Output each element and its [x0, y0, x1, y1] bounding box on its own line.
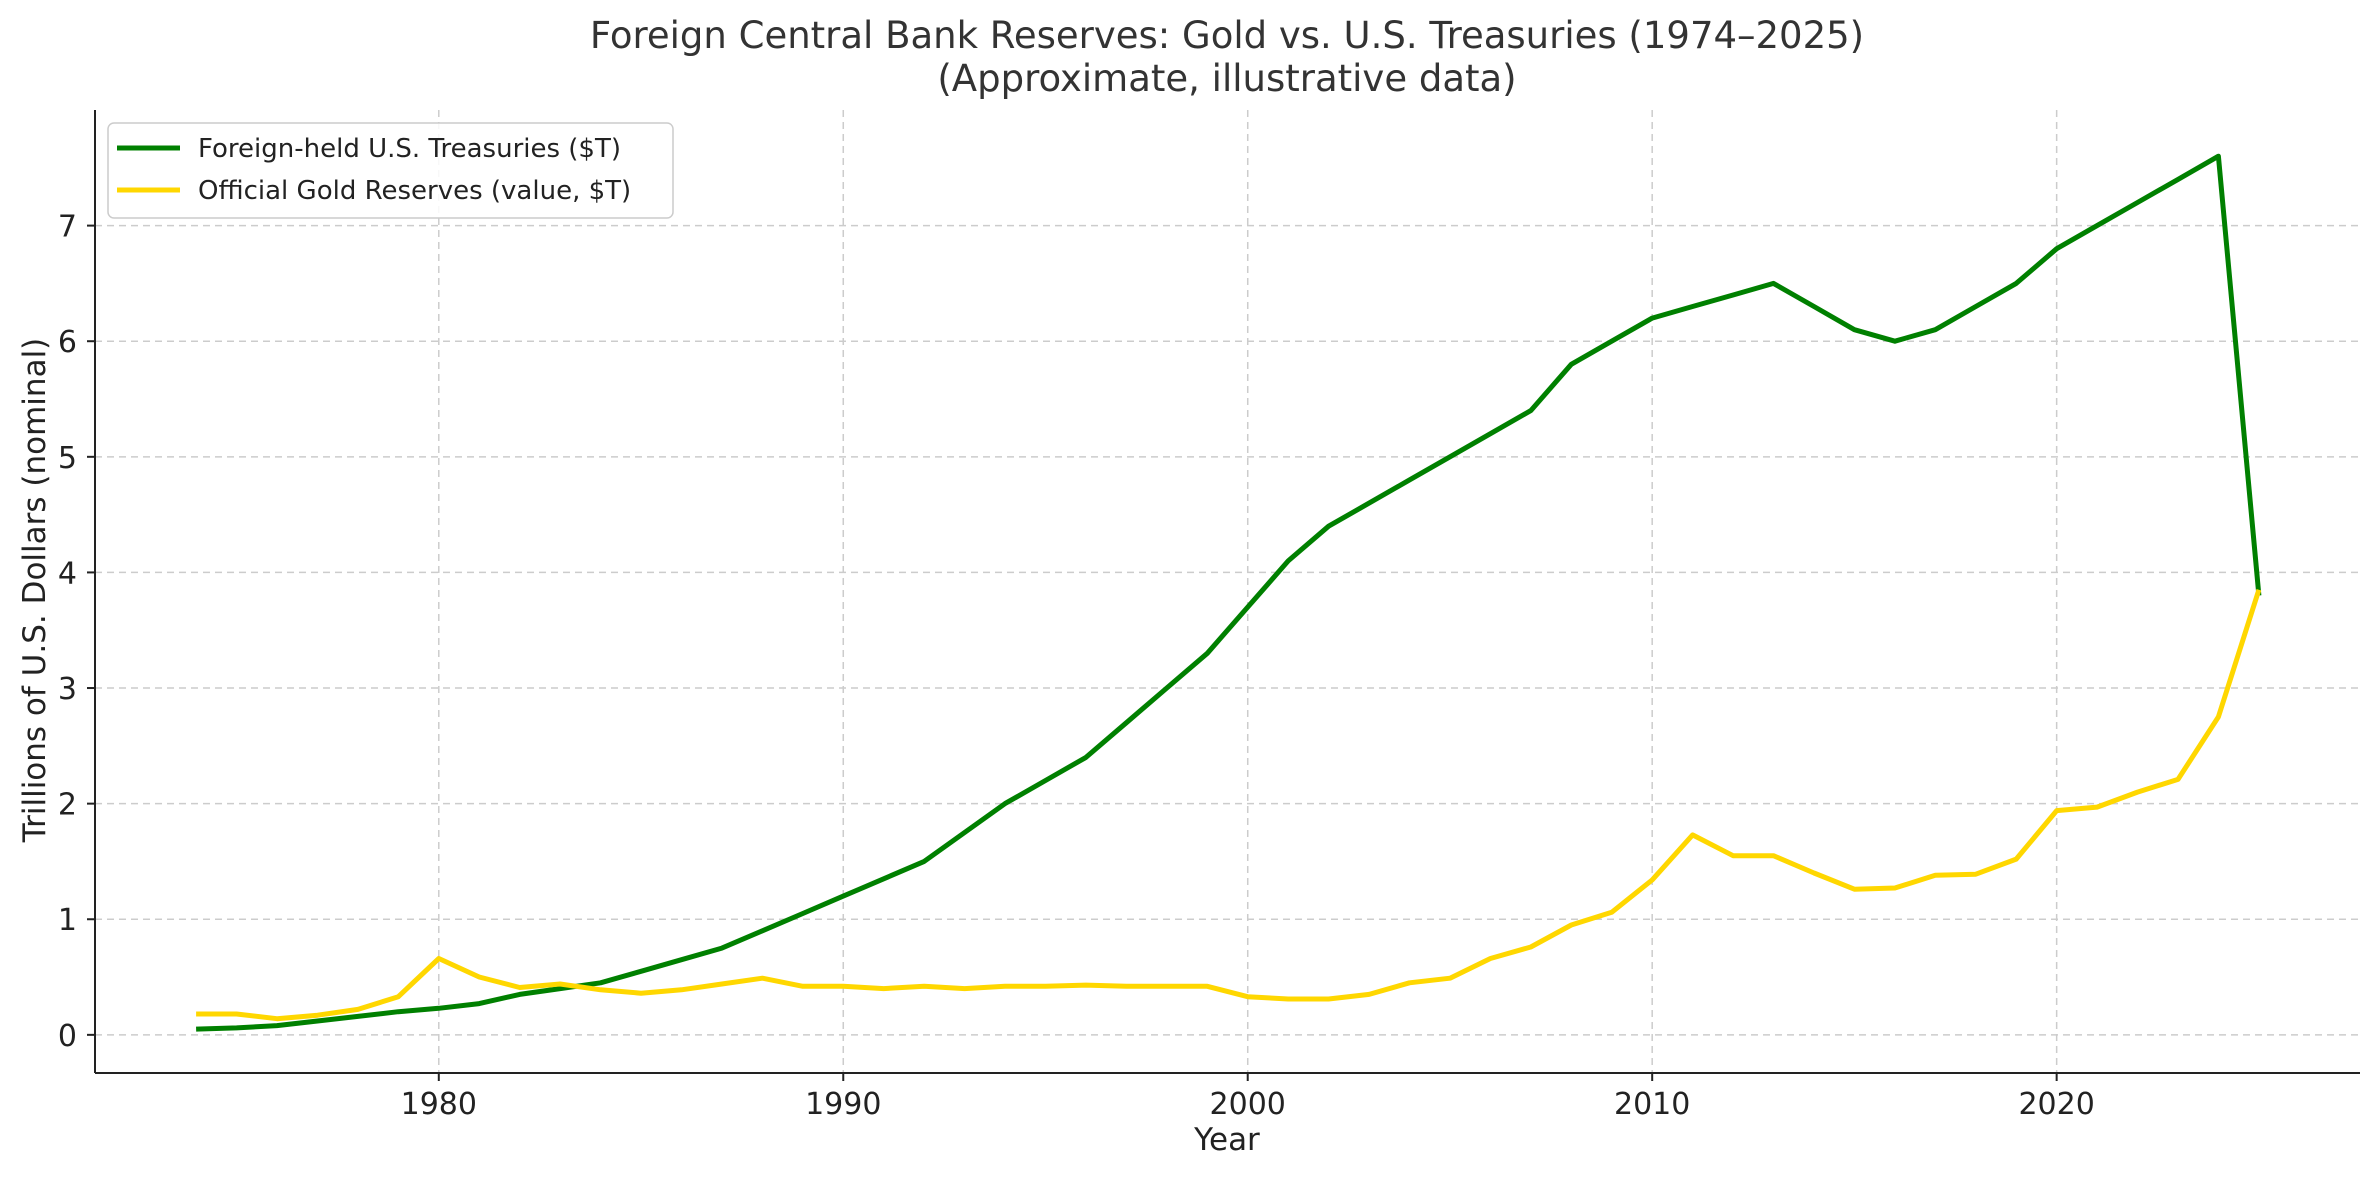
- y-tick-label: 4: [58, 556, 77, 591]
- y-tick-label: 6: [58, 325, 77, 360]
- grid: [95, 110, 2360, 1073]
- x-tick-label: 2000: [1210, 1087, 1286, 1122]
- legend-label-treasuries: Foreign-held U.S. Treasuries ($T): [198, 134, 621, 164]
- x-tick-label: 1980: [401, 1087, 477, 1122]
- y-tick-label: 0: [58, 1019, 77, 1054]
- series-group: [196, 153, 2262, 1032]
- legend: Foreign-held U.S. Treasuries ($T) Offici…: [107, 122, 674, 219]
- series-line-gold: [196, 589, 2262, 1022]
- x-axis-label: Year: [1193, 1122, 1260, 1158]
- y-tick-label: 3: [58, 672, 77, 707]
- x-axis-ticks: 1980 1990 2000 2010 2020: [401, 1073, 2095, 1122]
- legend-box: [107, 122, 674, 219]
- y-tick-label: 1: [58, 903, 77, 938]
- y-tick-label: 2: [58, 788, 77, 823]
- y-axis-label: Trillions of U.S. Dollars (nominal): [17, 338, 53, 844]
- series-line-treasuries: [196, 153, 2262, 1032]
- x-tick-label: 1990: [805, 1087, 881, 1122]
- chart-title: Foreign Central Bank Reserves: Gold vs. …: [590, 14, 1864, 57]
- x-tick-label: 2010: [1614, 1087, 1690, 1122]
- legend-label-gold: Official Gold Reserves (value, $T): [198, 176, 631, 206]
- x-tick-label: 2020: [2018, 1087, 2094, 1122]
- y-axis-ticks: 0 1 2 3 4 5 6 7: [58, 210, 95, 1054]
- y-tick-label: 5: [58, 441, 77, 476]
- y-tick-label: 7: [58, 210, 77, 245]
- chart-subtitle: (Approximate, illustrative data): [937, 57, 1516, 100]
